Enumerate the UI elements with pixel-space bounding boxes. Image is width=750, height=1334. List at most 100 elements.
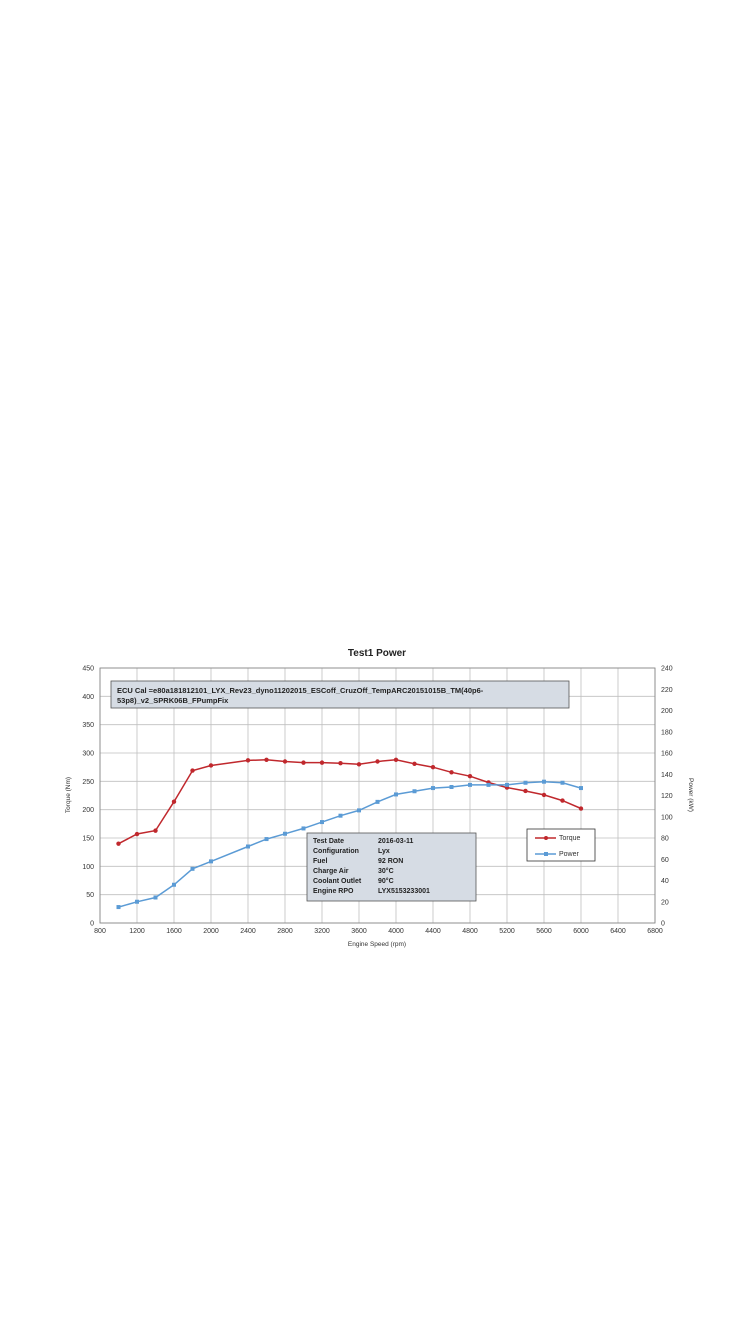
- y-right-tick-label: 240: [661, 666, 673, 673]
- y-right-tick-label: 140: [661, 772, 673, 779]
- info-table: Test Date 2016-03-11 Configuration Lyx Fuel 9…: [306, 832, 477, 902]
- info-row-value: LYX5153233001: [378, 888, 430, 895]
- y-right-tick-label: 200: [661, 708, 673, 715]
- data-point-torque: [467, 774, 473, 779]
- data-point-power: [190, 866, 195, 871]
- info-row-value: Lyx: [378, 848, 390, 855]
- data-point-power: [412, 789, 417, 794]
- data-point-torque: [190, 768, 195, 773]
- info-row-label: Coolant Outlet: [313, 878, 362, 885]
- data-point-power: [523, 780, 528, 785]
- y-axis-right-label: Power (kW): [687, 778, 694, 812]
- y-left-tick-label: 350: [82, 722, 94, 729]
- y-right-tick-label: 40: [661, 878, 669, 885]
- data-point-torque: [430, 764, 436, 770]
- y-right-tick-label: 180: [661, 729, 673, 736]
- chart-title: Test1 Power: [348, 648, 406, 659]
- data-point-power: [209, 859, 213, 864]
- x-tick-label: 2400: [240, 928, 256, 935]
- x-tick-label: 6800: [647, 928, 663, 935]
- info-row-label: Fuel: [313, 858, 327, 865]
- x-tick-label: 4000: [388, 928, 404, 935]
- data-point-torque: [301, 760, 306, 765]
- data-point-power: [153, 895, 158, 900]
- ecu-annotation-line1: ECU Cal =e80a181812101_LYX_Rev23_dyno112…: [117, 686, 484, 695]
- data-point-torque: [208, 763, 214, 768]
- legend-marker-torque: [544, 836, 548, 840]
- x-tick-label: 5600: [536, 928, 552, 935]
- data-point-torque: [171, 799, 177, 804]
- y-left-tick-label: 400: [82, 694, 94, 701]
- info-row-value: 92 RON: [378, 858, 403, 865]
- data-point-power: [320, 820, 324, 825]
- data-point-torque: [375, 759, 380, 764]
- data-point-power: [357, 808, 361, 813]
- x-tick-label: 2800: [277, 928, 293, 935]
- data-point-power: [449, 785, 454, 789]
- y-right-tick-label: 0: [661, 921, 665, 928]
- info-row-label: Configuration: [313, 848, 359, 855]
- x-tick-label: 1200: [129, 928, 145, 935]
- chart-svg: Test1 Power 800 1200 1600 2000 2400 2800 3200 3…: [65, 648, 694, 948]
- data-point-power: [542, 779, 546, 784]
- y-left-tick-label: 300: [82, 751, 94, 758]
- data-point-power: [579, 786, 583, 791]
- data-point-power: [560, 780, 565, 785]
- y-right-tick-label: 160: [661, 751, 673, 758]
- data-point-power: [338, 813, 343, 818]
- data-point-torque: [523, 788, 528, 794]
- ecu-annotation: ECU Cal =e80a181812101_LYX_Rev23_dyno112…: [110, 680, 570, 709]
- x-tick-label: 4400: [425, 928, 441, 935]
- data-point-torque: [541, 792, 547, 798]
- x-tick-label: 800: [94, 928, 106, 935]
- plot-frame: [99, 667, 656, 924]
- data-point-torque: [338, 761, 343, 766]
- y-left-tick-label: 0: [90, 921, 94, 928]
- data-point-torque: [393, 757, 399, 762]
- series-line-torque: [118, 759, 582, 845]
- data-point-torque: [560, 798, 565, 803]
- data-point-power: [394, 792, 398, 797]
- info-row-label: Engine RPO: [313, 888, 354, 895]
- data-point-power: [172, 882, 176, 887]
- data-point-torque: [264, 757, 269, 762]
- legend-label-power: Power: [559, 851, 580, 858]
- y-left-tick-label: 200: [82, 807, 94, 814]
- data-point-power: [264, 837, 269, 842]
- data-point-power: [283, 831, 287, 836]
- x-tick-label: 1600: [166, 928, 182, 935]
- data-point-power: [116, 905, 121, 910]
- x-tick-label: 6000: [573, 928, 589, 935]
- y-left-tick-label: 50: [86, 892, 94, 899]
- axis-layer: 800 1200 1600 2000 2400 2800 3200 3600 4000 4400 4…: [82, 666, 672, 936]
- y-left-tick-label: 100: [82, 864, 94, 871]
- data-point-torque: [449, 770, 454, 775]
- data-point-power: [431, 786, 435, 791]
- data-point-power: [375, 799, 380, 804]
- y-right-tick-label: 20: [661, 899, 669, 906]
- y-right-tick-label: 120: [661, 793, 673, 800]
- info-row-value: 2016-03-11: [378, 838, 414, 845]
- info-row-label: Test Date: [313, 838, 344, 845]
- dyno-chart: Test1 Power 800 1200 1600 2000 2400 2800 3200 3…: [0, 640, 750, 960]
- data-point-power: [505, 782, 509, 787]
- data-point-torque: [116, 841, 121, 846]
- legend: Torque Power: [526, 828, 596, 862]
- y-right-tick-label: 100: [661, 814, 673, 821]
- x-tick-label: 6400: [610, 928, 626, 935]
- y-left-tick-label: 150: [82, 836, 94, 843]
- data-point-torque: [134, 831, 140, 837]
- data-point-torque: [282, 759, 288, 764]
- x-tick-label: 3600: [351, 928, 367, 935]
- series-layer: [116, 757, 584, 910]
- x-tick-label: 2000: [203, 928, 219, 935]
- x-axis-label: Engine Speed (rpm): [348, 941, 406, 948]
- y-left-tick-label: 250: [82, 779, 94, 786]
- data-point-torque: [245, 758, 251, 763]
- data-point-power: [246, 844, 250, 849]
- x-tick-label: 3200: [314, 928, 330, 935]
- data-point-power: [135, 899, 139, 904]
- data-point-torque: [319, 760, 325, 765]
- data-point-power: [468, 782, 472, 787]
- x-tick-label: 5200: [499, 928, 515, 935]
